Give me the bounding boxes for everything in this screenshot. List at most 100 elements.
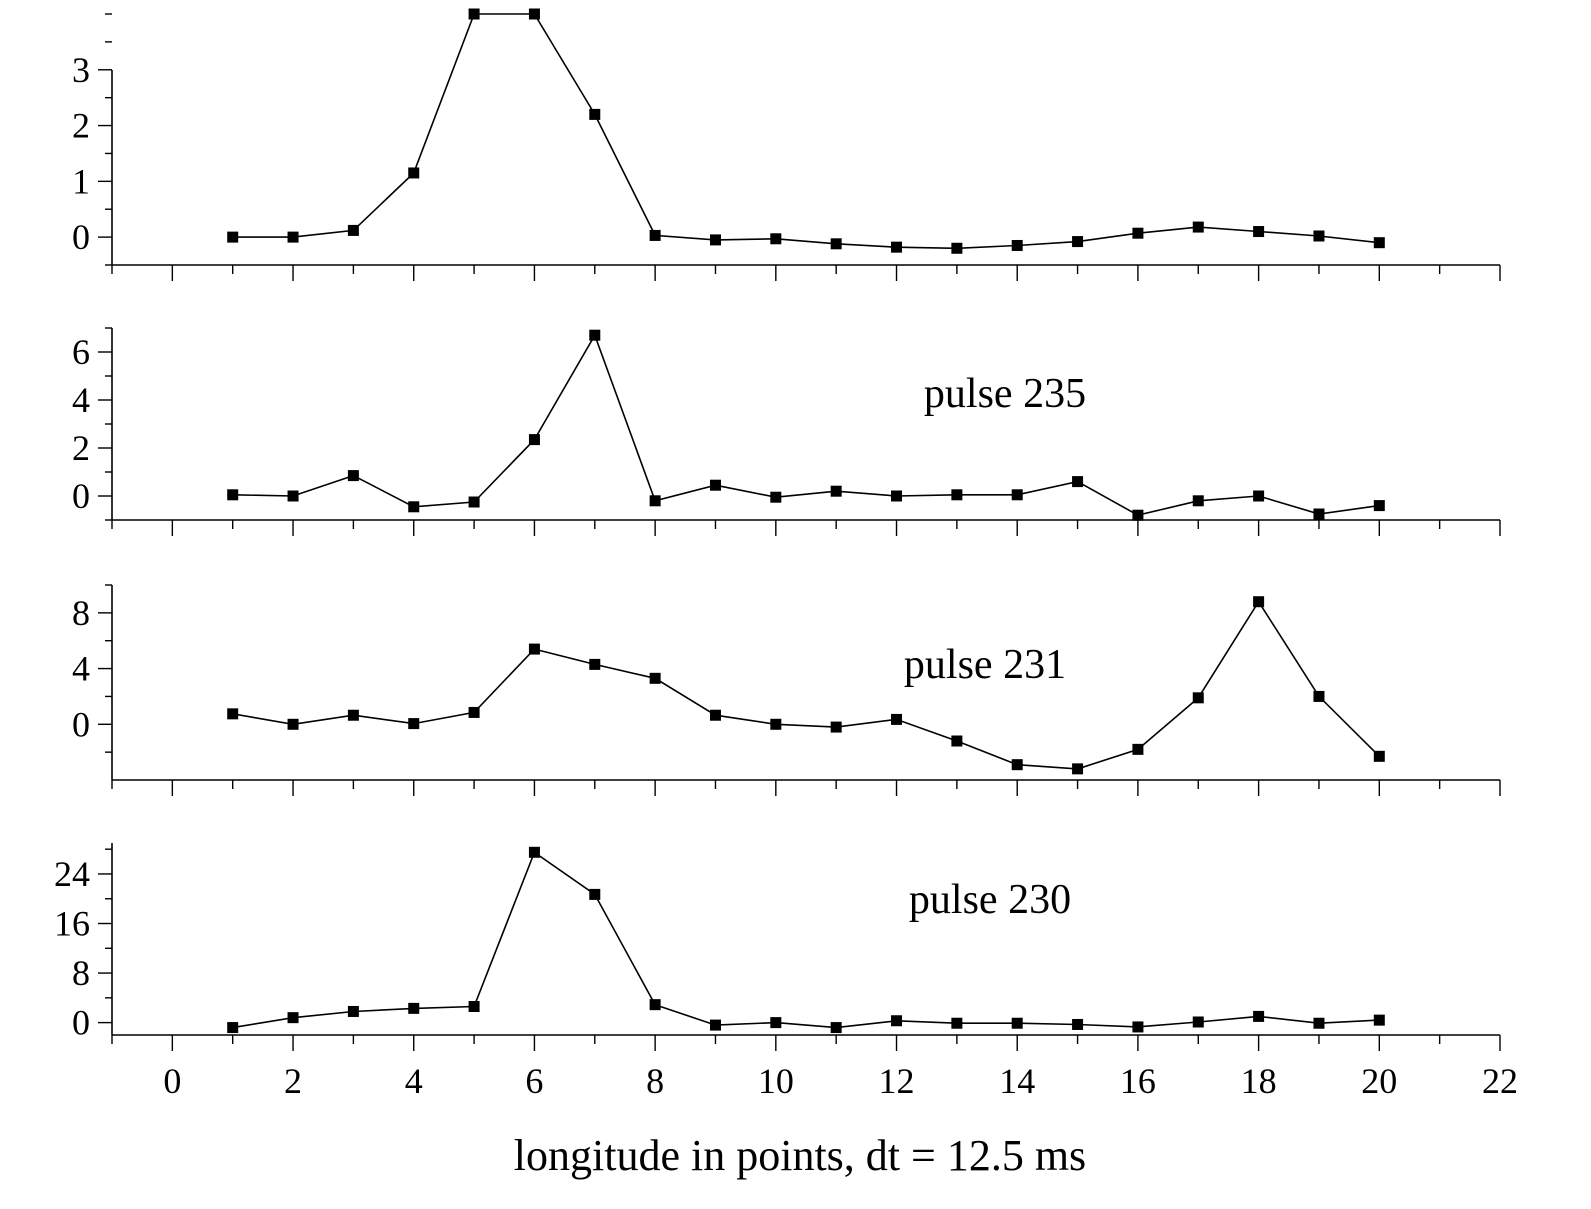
panel-pulse-231-data-point	[649, 672, 661, 684]
panel-pulse-231-y-tick-label: 0	[72, 704, 90, 744]
panel-pulse-235-data-point	[1072, 476, 1084, 488]
panel-pulse-230-data-point	[347, 1005, 359, 1017]
x-tick-label: 4	[405, 1061, 423, 1101]
x-tick-label: 14	[999, 1061, 1035, 1101]
panel-pulse-231-series-line	[232, 600, 1380, 770]
panel-pulse-231-data-point	[830, 721, 842, 733]
panel-pulse-235-y-tick-label: 2	[72, 428, 90, 468]
panel-top-data-point	[830, 238, 842, 250]
panel-pulse-231-data-point	[1011, 759, 1023, 771]
panel-top-data-point	[347, 224, 359, 236]
panel-pulse-235-data-point	[287, 490, 299, 502]
panel-pulse-230-data-point	[951, 1017, 963, 1029]
panel-pulse-230-data-point	[528, 846, 540, 858]
panel-pulse-230-y-tick-label: 24	[54, 854, 90, 894]
panel-pulse-230-y-tick-label: 16	[54, 904, 90, 944]
x-tick-label: 8	[646, 1061, 664, 1101]
panel-pulse-230-y-tick-label: 0	[72, 1003, 90, 1043]
x-tick-label: 6	[525, 1061, 543, 1101]
panel-pulse-235-y-tick-label: 6	[72, 332, 90, 372]
panel-pulse-230-y-tick-label: 8	[72, 953, 90, 993]
panel-pulse-235-data-point	[408, 501, 420, 513]
panel-pulse-230-data-point	[589, 888, 601, 900]
panel-top-data-point	[408, 167, 420, 179]
panel-pulse-230-data-point	[227, 1022, 239, 1034]
panel-top-data-point	[227, 231, 239, 243]
panel-top-series-line	[232, 13, 1380, 250]
panel-pulse-235-data-point	[891, 490, 903, 502]
panel-top-data-point	[1132, 227, 1144, 239]
panel-pulse-231-data-point	[951, 735, 963, 747]
x-tick-label: 0	[163, 1061, 181, 1101]
panel-pulse-231-y-tick-label: 4	[72, 649, 90, 689]
panel-pulse-235-data-point	[1192, 495, 1204, 507]
panel-top-y-tick-label: 2	[72, 106, 90, 146]
panel-pulse-235-data-point	[1011, 489, 1023, 501]
x-axis-label: longitude in points, dt = 12.5 ms	[514, 1131, 1086, 1180]
x-tick-label: 22	[1482, 1061, 1518, 1101]
panel-top-data-point	[589, 108, 601, 120]
panel-pulse-235-series-line	[232, 333, 1380, 517]
panel-pulse-230-data-point	[1132, 1021, 1144, 1033]
x-tick-label: 12	[879, 1061, 915, 1101]
panel-pulse-231-data-point	[227, 708, 239, 720]
panel-pulse-231-data-point	[528, 643, 540, 655]
x-tick-label: 2	[284, 1061, 302, 1101]
panel-pulse-235-data-point	[770, 491, 782, 503]
panel-pulse-231-data-point	[1192, 692, 1204, 704]
panel-pulse-235-data-point	[1313, 508, 1325, 520]
panel-top-data-point	[951, 242, 963, 254]
panel-top-data-point	[287, 231, 299, 243]
panel-pulse-235-data-point	[709, 479, 721, 491]
panel-pulse-231-data-point	[1253, 596, 1265, 608]
panel-pulse-235-data-point	[347, 470, 359, 482]
panel-pulse-230-data-point	[1192, 1016, 1204, 1028]
panel-top-data-point	[709, 234, 721, 246]
panel-pulse-230-data-point	[1011, 1017, 1023, 1029]
panel-pulse-230-data-point	[649, 999, 661, 1011]
panel-pulse-231-data-point	[1132, 743, 1144, 755]
panel-top-data-point	[528, 8, 540, 20]
panel-pulse-230-data-point	[1373, 1014, 1385, 1026]
panel-pulse-230-annotation: pulse 230	[909, 877, 1071, 923]
x-tick-label: 16	[1120, 1061, 1156, 1101]
panel-top-data-point	[1253, 226, 1265, 238]
panel-pulse-231-data-point	[347, 709, 359, 721]
panel-pulse-231-data-point	[408, 718, 420, 730]
panel-pulse-235-data-point	[468, 496, 480, 508]
panel-top-data-point	[1011, 239, 1023, 251]
panel-top-data-point	[891, 241, 903, 253]
x-tick-label: 20	[1361, 1061, 1397, 1101]
panel-pulse-230-data-point	[1313, 1017, 1325, 1029]
panel-pulse-235-data-point	[830, 485, 842, 497]
x-tick-label: 18	[1241, 1061, 1277, 1101]
panel-pulse-231-data-point	[891, 713, 903, 725]
panel-pulse-230-data-point	[1253, 1010, 1265, 1022]
panel-top-y-tick-label: 3	[72, 50, 90, 90]
panel-pulse-235-data-point	[1373, 500, 1385, 512]
panel-top-data-point	[468, 8, 480, 20]
panel-top-y-tick-label: 0	[72, 217, 90, 257]
panel-pulse-231-data-point	[1072, 763, 1084, 775]
panel-pulse-230-data-point	[709, 1019, 721, 1031]
panel-pulse-231: 0 4 8 pulse 231	[72, 584, 1501, 796]
panel-pulse-235-data-point	[1253, 490, 1265, 502]
panel-pulse-230-data-point	[1072, 1018, 1084, 1030]
panel-pulse-231-data-point	[287, 718, 299, 730]
panel-pulse-235-data-point	[1132, 509, 1144, 521]
panel-top: 0 1 2 3	[72, 8, 1501, 281]
panel-pulse-231-annotation: pulse 231	[904, 642, 1066, 688]
panel-pulse-231-y-tick-label: 8	[72, 593, 90, 633]
panel-top-y-tick-label: 1	[72, 161, 90, 201]
panel-pulse-230-data-point	[830, 1022, 842, 1034]
panel-pulse-231-data-point	[589, 658, 601, 670]
panel-top-data-point	[770, 233, 782, 245]
panel-pulse-235-y-tick-label: 0	[72, 476, 90, 516]
panel-pulse-235-data-point	[951, 489, 963, 501]
panel-pulse-230-data-point	[287, 1012, 299, 1024]
panel-top-data-point	[649, 229, 661, 241]
x-tick-label: 10	[758, 1061, 794, 1101]
panel-pulse-235: 0 2 4 6 pulse 235	[72, 327, 1501, 536]
